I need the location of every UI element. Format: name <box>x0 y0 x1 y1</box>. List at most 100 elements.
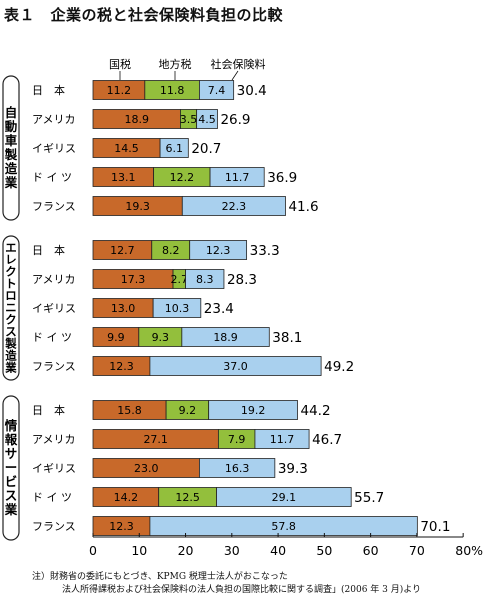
row-total-label: 20.7 <box>191 141 221 157</box>
segment-value-label: 11.7 <box>270 433 295 446</box>
segment-value-label: 23.0 <box>134 462 159 475</box>
row-total-label: 30.4 <box>237 83 267 99</box>
country-label: 日 本 <box>32 83 65 97</box>
segment-value-label: 9.2 <box>179 404 197 417</box>
segment-value-label: 2.7 <box>171 273 189 286</box>
segment-value-label: 14.5 <box>114 142 139 155</box>
row-total-label: 38.1 <box>272 330 302 346</box>
segment-value-label: 12.2 <box>170 171 195 184</box>
bar-segment <box>185 269 225 289</box>
row-total-label: 44.2 <box>301 403 331 419</box>
x-tick-label: 10 <box>131 543 147 558</box>
x-tick-label: 0 <box>89 543 97 558</box>
x-tick-label: 40 <box>270 543 286 558</box>
row-total-label: 41.6 <box>288 199 318 215</box>
segment-value-label: 12.3 <box>109 520 134 533</box>
bar-segment <box>254 429 310 449</box>
segment-value-label: 27.1 <box>143 433 168 446</box>
bar-segment <box>199 458 276 478</box>
country-label: イギリス <box>32 462 76 475</box>
country-label: フランス <box>32 520 76 533</box>
segment-value-label: 8.2 <box>162 244 180 257</box>
group-bracket-1 <box>2 235 20 381</box>
country-label: 日 本 <box>32 243 65 257</box>
x-tick-label: 30 <box>224 543 240 558</box>
segment-value-label: 19.3 <box>125 200 150 213</box>
segment-value-label: 29.1 <box>272 491 297 504</box>
bar-segment <box>181 196 286 216</box>
segment-value-label: 9.3 <box>152 331 170 344</box>
row-total-label: 26.9 <box>220 112 250 128</box>
segment-value-label: 11.7 <box>225 171 250 184</box>
bar-segment <box>209 167 265 187</box>
segment-value-label: 16.3 <box>225 462 250 475</box>
segment-value-label: 11.8 <box>160 84 185 97</box>
bar-segment <box>199 80 235 100</box>
row-total-label: 36.9 <box>267 170 297 186</box>
group-bracket-0 <box>2 75 20 221</box>
group-label-1: エレクトロニクス製造業 <box>4 241 17 375</box>
row-total-label: 46.7 <box>312 432 342 448</box>
segment-value-label: 8.3 <box>196 273 214 286</box>
segment-value-label: 11.2 <box>107 84 132 97</box>
x-tick-label: 20 <box>178 543 194 558</box>
segment-value-label: 15.8 <box>117 404 142 417</box>
legend-label-2: 社会保険料 <box>211 57 266 71</box>
row-total-label: 33.3 <box>250 243 280 259</box>
bar-segment <box>196 109 218 129</box>
group-label-2: 情報サービス業 <box>4 418 18 517</box>
segment-value-label: 7.9 <box>228 433 246 446</box>
bar-segment <box>159 138 189 158</box>
row-total-label: 39.3 <box>278 461 308 477</box>
bar-segment <box>208 400 298 420</box>
row-total-label: 55.7 <box>354 490 384 506</box>
segment-value-label: 37.0 <box>223 360 248 373</box>
country-label: ド イ ツ <box>32 331 72 344</box>
segment-value-label: 13.0 <box>111 302 136 315</box>
bar-segment <box>216 487 352 507</box>
country-label: フランス <box>32 360 76 373</box>
group-label-0: 自動車製造業 <box>4 105 18 190</box>
country-label: ド イ ツ <box>32 171 72 184</box>
bar-segment <box>149 356 322 376</box>
bar-segment <box>152 298 202 318</box>
bar-segment <box>149 516 418 536</box>
segment-value-label: 3.5 <box>180 113 198 126</box>
segment-value-label: 13.1 <box>111 171 136 184</box>
footnote-line-2: 法人所得課税および社会保険料の法人負担の国際比較に関する調査」(2006 年 3… <box>62 585 422 595</box>
group-bracket-2 <box>2 395 20 541</box>
country-label: イギリス <box>32 302 76 315</box>
segment-value-label: 57.8 <box>271 520 296 533</box>
row-total-label: 49.2 <box>324 359 354 375</box>
row-total-label: 23.4 <box>204 301 234 317</box>
country-label: アメリカ <box>32 113 75 126</box>
segment-value-label: 9.9 <box>107 331 125 344</box>
x-tick-label: 60 <box>363 543 379 558</box>
segment-value-label: 6.1 <box>165 142 183 155</box>
segment-value-label: 12.5 <box>175 491 200 504</box>
segment-value-label: 12.7 <box>110 244 135 257</box>
country-label: イギリス <box>32 142 76 155</box>
country-label: アメリカ <box>32 273 75 286</box>
bar-segment <box>189 240 248 260</box>
country-label: フランス <box>32 200 76 213</box>
legend-label-0: 国税 <box>109 57 131 71</box>
chart-title: 表１ 企業の税と社会保険料負担の比較 <box>4 6 284 24</box>
country-label: 日 本 <box>32 403 65 417</box>
country-label: ド イ ツ <box>32 491 72 504</box>
x-tick-label: 70 <box>409 543 425 558</box>
row-total-label: 28.3 <box>227 272 257 288</box>
x-tick-label: 80% <box>455 543 483 558</box>
country-label: アメリカ <box>32 433 75 446</box>
segment-value-label: 18.9 <box>213 331 238 344</box>
bar-segment <box>181 327 270 347</box>
legend-leader-2 <box>231 70 239 81</box>
segment-value-label: 22.3 <box>222 200 247 213</box>
segment-value-label: 12.3 <box>109 360 134 373</box>
segment-value-label: 10.3 <box>165 302 190 315</box>
legend-label-1: 地方税 <box>159 57 192 71</box>
x-tick-label: 50 <box>316 543 332 558</box>
segment-value-label: 19.2 <box>241 404 266 417</box>
segment-value-label: 7.4 <box>208 84 226 97</box>
